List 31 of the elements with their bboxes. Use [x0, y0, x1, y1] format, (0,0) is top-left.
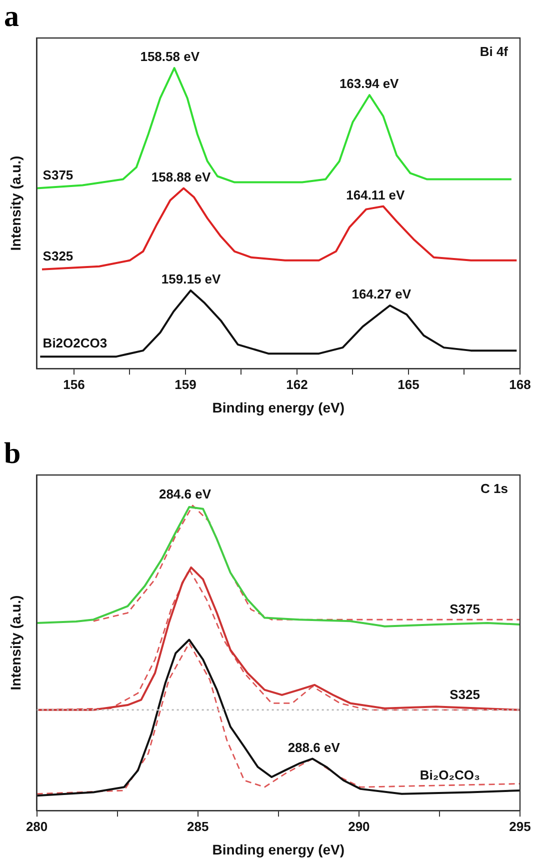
- chart-title: b: [4, 436, 21, 470]
- annotation: 288.6 eV: [288, 740, 340, 755]
- series-label: Bi2O2CO3: [42, 336, 108, 351]
- x-tick-label: 280: [26, 818, 48, 834]
- x-tick-label: 168: [509, 376, 531, 392]
- x-tick-label: 156: [63, 376, 85, 392]
- series-label: S375: [42, 167, 74, 182]
- text: Bi 4f: [480, 44, 509, 60]
- text: C 1s: [480, 481, 508, 496]
- x-tick-label: 165: [398, 376, 420, 392]
- annotation: 164.11 eV: [346, 187, 406, 202]
- x-tick-label: 159: [174, 376, 196, 392]
- annotation: 159.15 eV: [161, 272, 222, 287]
- x-axis-title: Binding energy (eV): [212, 841, 345, 858]
- annotation: 164.27 eV: [352, 286, 412, 302]
- series-label: Bi₂O₂CO₃: [420, 768, 480, 783]
- annotation: 163.94 eV: [339, 76, 400, 92]
- series-label: S375: [450, 602, 480, 617]
- y-axis-title: Intensity (a.u.): [7, 156, 24, 251]
- x-tick-label: 285: [187, 818, 209, 834]
- chart-title: a: [4, 0, 19, 33]
- annotation: 158.88 eV: [151, 169, 211, 184]
- annotation: 158.58 eV: [140, 49, 200, 64]
- series-label: S325: [450, 687, 480, 702]
- annotation: 284.6 eV: [158, 486, 212, 502]
- x-axis-title: Binding energy (eV): [212, 399, 345, 416]
- x-tick-label: 162: [286, 376, 308, 392]
- x-tick-label: 295: [509, 818, 531, 834]
- x-tick-label: 290: [348, 818, 370, 834]
- y-axis-title: Intensity (a.u.): [7, 595, 24, 690]
- series-label: S325: [42, 248, 74, 264]
